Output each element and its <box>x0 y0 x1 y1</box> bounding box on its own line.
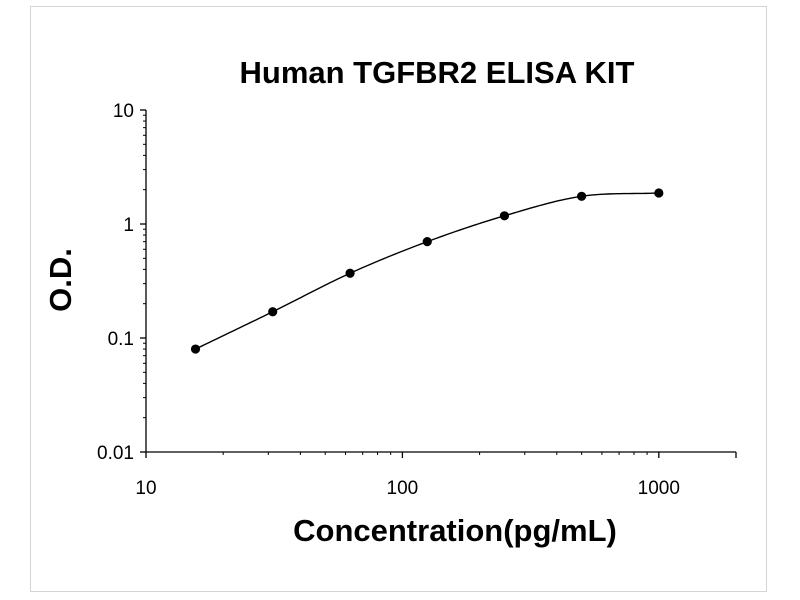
y-tick-label: 10 <box>113 101 134 122</box>
fit-curve-layer <box>195 192 659 350</box>
x-axis-title: Concentration(pg/mL) <box>293 513 617 548</box>
y-axis-title: O.D. <box>43 248 78 312</box>
x-tick-label: 10 <box>135 478 156 499</box>
fit-curve-line <box>195 192 659 350</box>
data-point <box>654 188 664 198</box>
y-tick-label: 0.1 <box>108 329 134 350</box>
data-point <box>422 237 432 247</box>
data-points-layer <box>190 188 664 354</box>
y-tick-label: 0.01 <box>97 443 134 464</box>
data-point <box>499 211 510 221</box>
axes: 0.01 0.1 1 10 10 100 1000 <box>97 101 737 499</box>
data-point <box>577 191 587 201</box>
y-tick-label: 1 <box>123 215 134 236</box>
chart-title: Human TGFBR2 ELISA KIT <box>240 55 635 90</box>
data-point <box>345 268 355 278</box>
x-tick-label: 1000 <box>638 478 680 499</box>
data-point <box>190 344 201 354</box>
x-tick-label: 100 <box>387 478 419 499</box>
chart-frame <box>30 6 767 592</box>
data-point <box>268 307 278 317</box>
